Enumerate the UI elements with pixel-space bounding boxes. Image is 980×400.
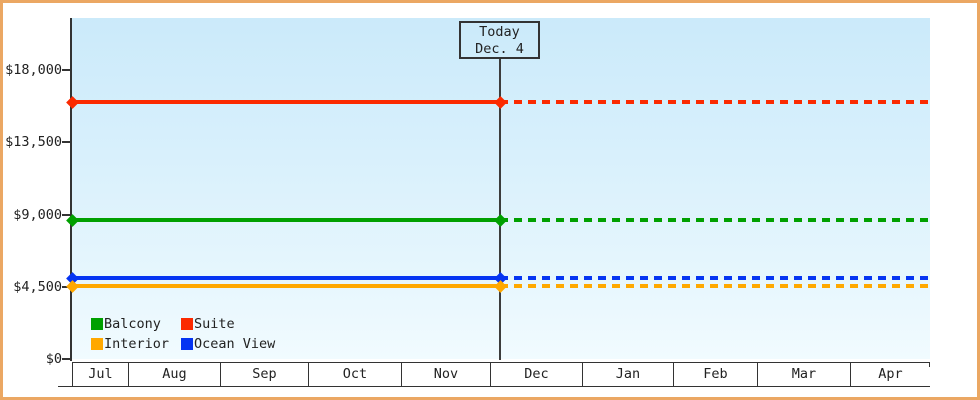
y-tick — [62, 141, 71, 143]
y-axis-line — [70, 18, 72, 361]
month-cell-nov: Nov — [401, 362, 490, 386]
series-line-balcony-solid — [72, 218, 500, 222]
today-marker-line — [499, 57, 501, 360]
y-tick-label: $18,000 — [5, 62, 62, 78]
series-line-suite-solid — [72, 100, 500, 104]
legend-label-balcony: Balcony — [104, 316, 161, 332]
series-line-suite-projection — [500, 100, 930, 104]
today-annotation-line2: Dec. 4 — [475, 41, 524, 57]
month-cell-oct: Oct — [308, 362, 401, 386]
x-axis-bottom-line — [58, 386, 930, 387]
legend-label-suite: Suite — [194, 316, 235, 332]
series-line-ocean-view-projection — [500, 276, 930, 280]
legend-label-ocean-view: Ocean View — [194, 336, 276, 352]
month-cell-sep: Sep — [220, 362, 308, 386]
legend-label-interior: Interior — [104, 336, 170, 352]
y-tick-label: $4,500 — [13, 279, 62, 295]
x-axis-month-row: Jul Aug Sep Oct Nov Dec Jan Feb Mar Apr — [72, 362, 930, 386]
month-cell-jul: Jul — [72, 362, 128, 386]
legend-swatch-suite — [181, 318, 193, 330]
month-cell-dec: Dec — [490, 362, 582, 386]
y-tick-label: $0 — [45, 351, 62, 367]
legend-swatch-balcony — [91, 318, 103, 330]
month-cell-aug: Aug — [128, 362, 220, 386]
series-line-interior-projection — [500, 284, 930, 288]
month-cell-apr: Apr — [850, 362, 930, 386]
y-tick — [62, 214, 71, 216]
legend-item-interior: Interior — [91, 334, 181, 354]
x-axis-right-stub — [929, 362, 930, 367]
legend-item-ocean-view: Ocean View — [181, 334, 275, 354]
month-cell-mar: Mar — [757, 362, 850, 386]
legend: Balcony Suite Interior Ocean View — [91, 314, 275, 354]
y-tick — [62, 358, 71, 360]
y-tick-label: $13,500 — [5, 134, 62, 150]
series-line-ocean-view-solid — [72, 276, 500, 280]
series-line-balcony-projection — [500, 218, 930, 222]
series-line-interior-solid — [72, 284, 500, 288]
legend-swatch-ocean-view — [181, 338, 193, 350]
legend-item-balcony: Balcony — [91, 314, 181, 334]
today-annotation-box: Today Dec. 4 — [459, 21, 540, 59]
legend-item-suite: Suite — [181, 314, 275, 334]
y-tick — [62, 69, 71, 71]
month-cell-jan: Jan — [582, 362, 673, 386]
today-annotation-line1: Today — [479, 24, 520, 40]
month-cell-feb: Feb — [673, 362, 757, 386]
legend-swatch-interior — [91, 338, 103, 350]
plot-area — [72, 18, 930, 359]
y-tick-label: $9,000 — [13, 207, 62, 223]
